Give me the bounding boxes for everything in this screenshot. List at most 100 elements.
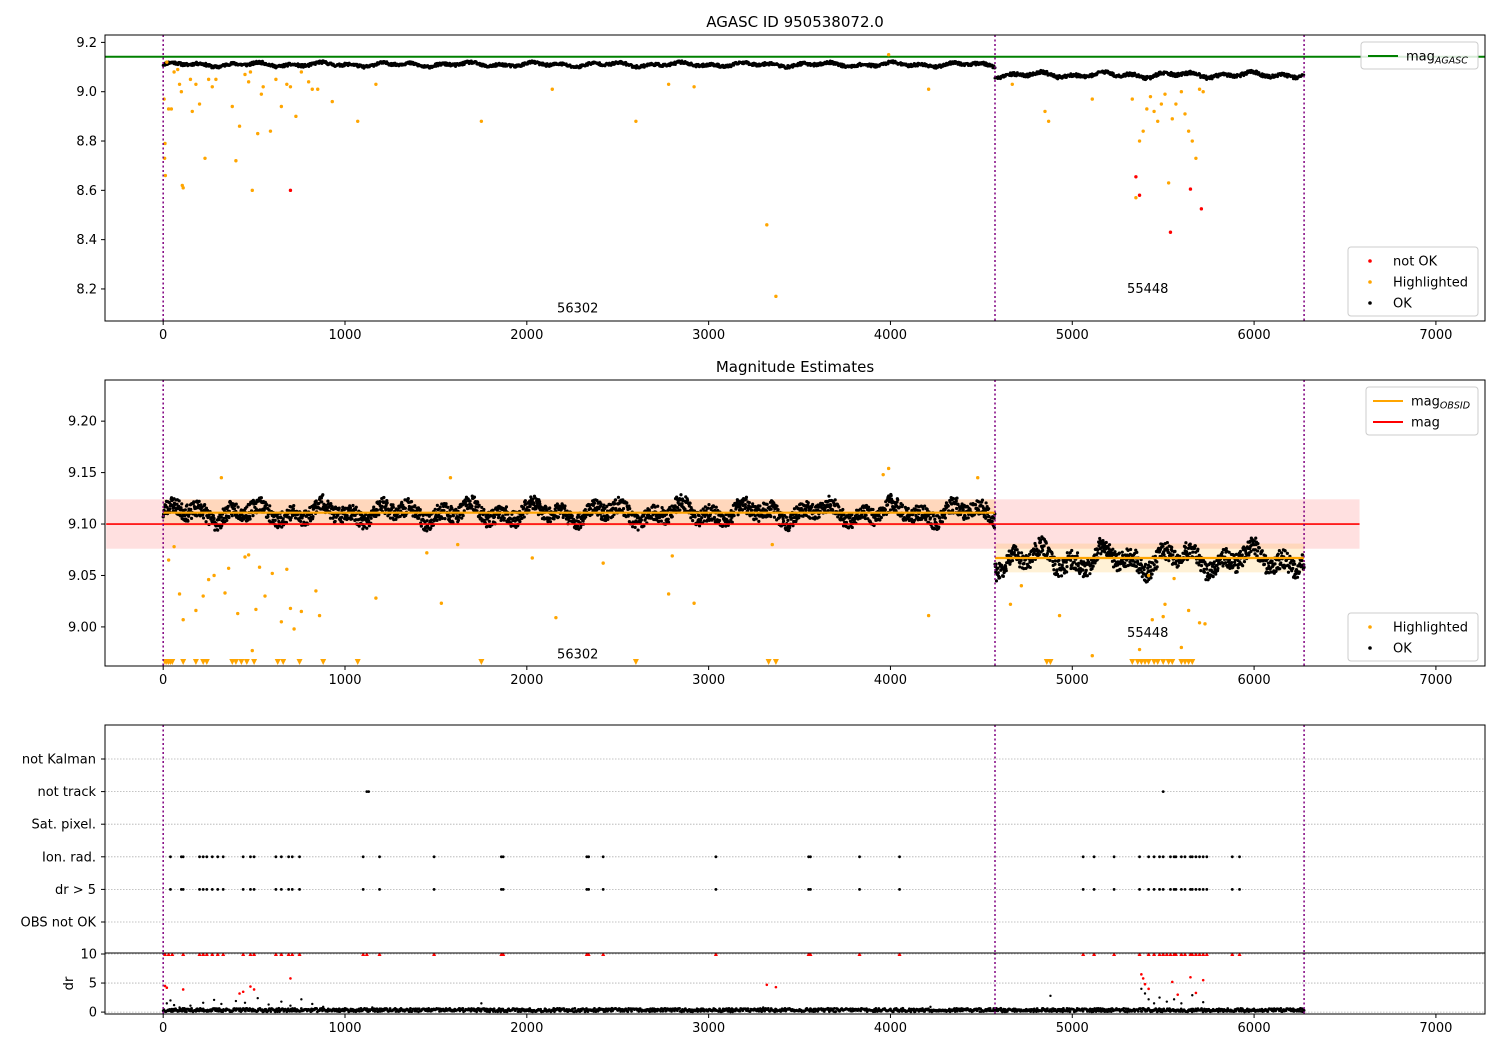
highlighted-point [1190, 139, 1194, 143]
ok-point [653, 505, 657, 509]
ok-point [435, 518, 439, 522]
ok-point [201, 516, 206, 520]
ok-point [881, 513, 886, 517]
ok-point [1057, 562, 1061, 567]
ok-point [1099, 552, 1103, 556]
ok-point [933, 517, 937, 521]
ok-point [225, 518, 229, 523]
ok-point [372, 505, 376, 509]
highlighted-point [268, 129, 273, 133]
ok-point [561, 515, 565, 520]
ok-point [314, 499, 318, 503]
ok-point [848, 519, 853, 523]
ok-point [487, 519, 491, 523]
highlighted-point [179, 90, 184, 94]
not-ok-point [1168, 230, 1173, 234]
ok-point [1142, 572, 1146, 576]
y-tick-label: 8.8 [76, 135, 97, 150]
not-ok-point [1199, 207, 1204, 211]
ok-point [961, 507, 965, 511]
ok-point [291, 507, 295, 511]
ok-point [729, 518, 733, 522]
ok-point [816, 508, 820, 512]
ok-point [1065, 570, 1069, 574]
ok-point [999, 563, 1004, 567]
ok-point [417, 513, 422, 517]
ok-point [937, 525, 941, 529]
ok-point [1033, 541, 1037, 546]
ok-point [398, 514, 402, 518]
ok-point [385, 501, 389, 505]
ok-point [753, 514, 757, 518]
ok-point [523, 499, 527, 503]
ok-point [984, 501, 988, 505]
ok-point [850, 513, 854, 517]
ok-point [273, 518, 277, 522]
ok-point [468, 499, 472, 503]
highlighted-point [176, 67, 180, 72]
ok-point [548, 520, 553, 524]
ok-point [180, 502, 184, 506]
ok-point [227, 515, 231, 520]
ok-point [613, 502, 617, 506]
ok-point [1019, 551, 1024, 555]
ok-point [292, 503, 296, 508]
ok-point [320, 500, 324, 504]
ok-point [302, 520, 306, 524]
ok-point [794, 519, 798, 524]
ok-point [267, 508, 271, 512]
legend-marker [1368, 259, 1372, 263]
ok-point [788, 525, 792, 530]
ok-point [775, 504, 779, 508]
ok-point [1017, 551, 1021, 555]
ok-point [679, 493, 683, 497]
legend-marker [1368, 301, 1372, 305]
ok-point [749, 508, 754, 512]
ok-point [194, 60, 198, 64]
ok-point [311, 514, 315, 519]
ok-point [642, 524, 646, 528]
ok-point [885, 503, 890, 507]
ok-point [1051, 559, 1055, 564]
ok-point [189, 516, 194, 520]
ok-point [938, 516, 942, 520]
ok-point [1053, 562, 1057, 566]
legend-marker [1368, 280, 1372, 284]
ok-point [326, 499, 330, 503]
ok-point [744, 505, 748, 510]
ok-point [328, 516, 333, 520]
ok-point [730, 520, 734, 524]
ok-point [217, 515, 221, 519]
ok-point [651, 513, 655, 517]
ok-point [866, 517, 870, 521]
highlighted-point [279, 104, 284, 109]
ok-point [340, 520, 345, 524]
highlighted-point [197, 102, 202, 106]
ok-point [588, 506, 593, 511]
ok-point [259, 496, 263, 500]
ok-point [784, 515, 789, 519]
ok-point [419, 524, 423, 528]
ok-point [829, 503, 833, 508]
ok-point [621, 506, 626, 511]
ok-point [1090, 567, 1094, 571]
ok-point [1004, 569, 1008, 573]
ok-point [330, 505, 334, 509]
ok-point [1140, 575, 1144, 579]
ok-point [1038, 540, 1043, 544]
ok-point [203, 503, 207, 507]
ok-point [548, 506, 552, 510]
ok-point [527, 508, 531, 513]
ok-point [1077, 561, 1081, 565]
ok-point [226, 504, 230, 508]
ok-point [433, 507, 437, 511]
ok-point [251, 514, 255, 518]
x-tick-label: 4000 [874, 328, 907, 343]
ok-point [1148, 565, 1152, 569]
highlighted-point [765, 223, 769, 227]
axes-frame [104, 34, 1486, 322]
ok-point [740, 508, 745, 512]
highlighted-point [1046, 119, 1051, 123]
ok-point [1104, 540, 1108, 545]
